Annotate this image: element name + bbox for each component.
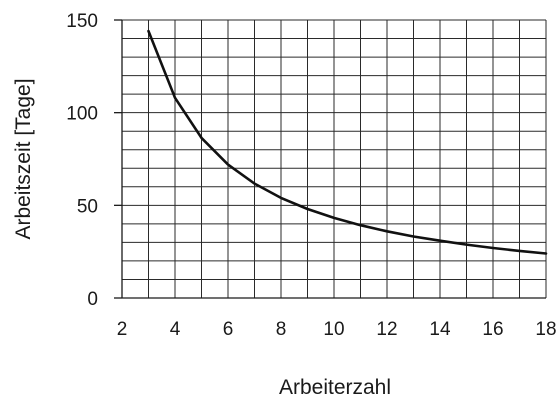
x-axis-title: Arbeiterzahl xyxy=(279,376,391,399)
x-tick-label: 6 xyxy=(223,319,234,340)
plot-frame xyxy=(114,19,546,299)
y-tick-label: 100 xyxy=(66,104,98,125)
x-tick-label: 18 xyxy=(535,319,556,340)
x-tick-label: 16 xyxy=(482,319,503,340)
grid xyxy=(122,19,547,298)
y-tick-labels: 0 50 100 150 xyxy=(66,11,98,310)
y-axis-title: Arbeitszeit [Tage] xyxy=(12,78,35,239)
y-tick-label: 50 xyxy=(77,196,98,217)
x-tick-label: 8 xyxy=(276,319,287,340)
x-tick-label: 4 xyxy=(170,319,181,340)
y-tick-label: 0 xyxy=(87,289,98,310)
x-tick-label: 12 xyxy=(376,319,397,340)
data-line xyxy=(147,29,548,255)
x-tick-label: 2 xyxy=(117,319,128,340)
x-tick-labels: 2 4 6 8 10 12 14 16 18 xyxy=(117,319,557,340)
x-tick-label: 14 xyxy=(429,319,451,340)
x-tick-label: 10 xyxy=(323,319,344,340)
series-group xyxy=(147,29,548,255)
y-tick-label: 150 xyxy=(66,11,98,32)
